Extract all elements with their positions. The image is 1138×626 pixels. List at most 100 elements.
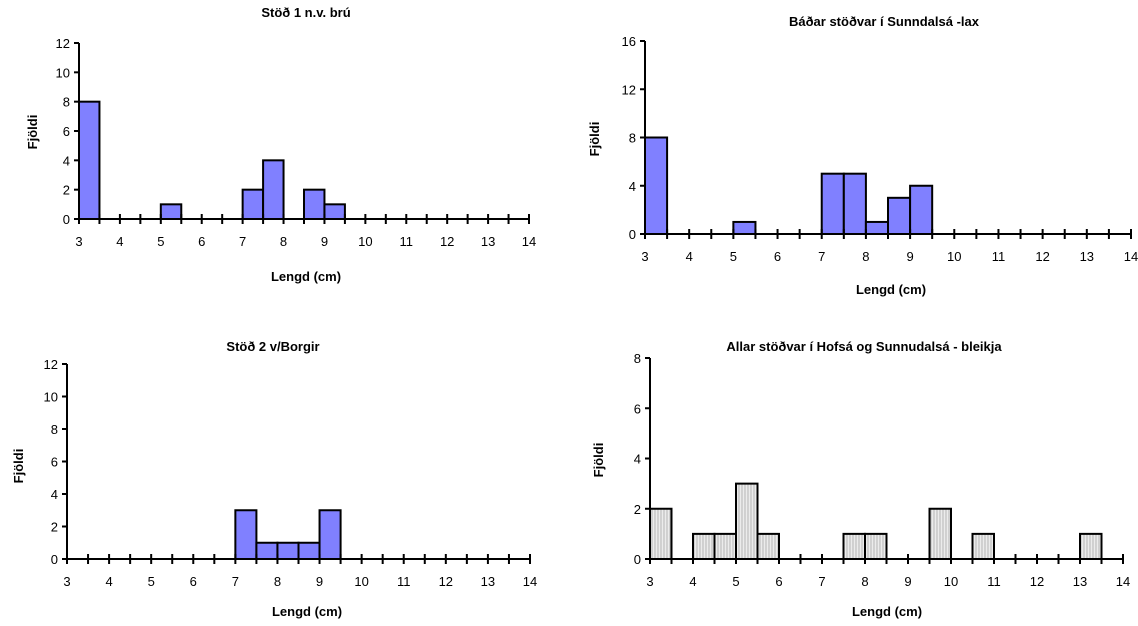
histogram-bar [318,509,342,560]
y-tick-label: 0 [51,552,58,567]
x-tick-label: 13 [481,234,495,249]
histogram-bar [820,172,845,235]
x-tick-label: 5 [730,249,737,264]
x-tick-label: 8 [274,574,281,589]
histogram-bar [842,532,866,560]
y-tick-label: 2 [51,520,58,535]
plot-area: 0 2 4 6 8 3 4 5 6 7 8 9 10 11 12 13 14 [634,351,1130,589]
x-tick-label: 3 [75,234,82,249]
x-tick-label: 4 [116,234,123,249]
x-tick-label: 5 [148,574,155,589]
x-tick-label: 14 [523,574,537,589]
histogram-bar [887,196,912,235]
histogram-bar [842,172,867,235]
x-tick-label: 7 [818,574,825,589]
plot-area: 0 2 4 6 8 10 12 3 4 5 6 7 8 9 10 11 12 13 14 [44,357,538,589]
x-axis-title: Lengd (cm) [856,282,926,297]
y-tick-label: 12 [56,36,70,51]
x-tick-label: 14 [1116,574,1130,589]
y-tick-label: 2 [63,183,70,198]
histogram-bar [692,532,716,560]
histogram-bar [297,541,321,560]
x-tick-label: 6 [774,249,781,264]
y-axis-title: Fjöldi [11,449,26,484]
y-tick-label: 8 [63,95,70,110]
x-tick-label: 5 [732,574,739,589]
x-tick-label: 7 [239,234,246,249]
y-tick-label: 4 [63,153,70,168]
x-tick-label: 13 [1080,249,1094,264]
y-axis-title: Fjöldi [587,122,602,157]
histogram-bar [732,220,757,235]
x-tick-label: 8 [862,249,869,264]
chart-panel-both-stations-salmon: Báðar stöðvar í Sunndalsá -lax 0 4 8 12 16 3 4… [587,14,1138,297]
x-tick-label: 13 [481,574,495,589]
chart-panel-station-2: Stöð 2 v/Borgir 0 2 4 6 8 10 12 3 4 5 6 7 8 9 10 11 12 13… [11,339,537,619]
y-tick-label: 2 [634,502,641,517]
x-tick-label: 12 [440,234,454,249]
y-tick-label: 10 [56,65,70,80]
y-axis-title: Fjöldi [591,443,606,478]
chart-title: Stöð 2 v/Borgir [226,339,319,354]
histogram-bar [234,509,258,560]
chart-title: Allar stöðvar í Hofsá og Sunnudalsá - bl… [726,339,1002,354]
chart-title: Báðar stöðvar í Sunndalsá -lax [789,14,980,29]
x-tick-label: 11 [992,249,1006,264]
x-tick-label: 9 [316,574,323,589]
x-tick-label: 12 [1030,574,1044,589]
chart-title: Stöð 1 n.v. brú [261,5,350,20]
histogram-bar [276,541,300,560]
y-tick-label: 6 [63,124,70,139]
histogram-bar [323,203,346,220]
y-tick-label: 0 [63,212,70,227]
x-tick-label: 9 [906,249,913,264]
histogram-bar [649,507,673,560]
histogram-bar [255,541,279,560]
histogram-bar [241,188,265,221]
plot-area: 0 2 4 6 8 10 12 3 4 5 6 7 8 9 10 11 12 13 14 [56,36,537,249]
y-tick-label: 6 [51,455,58,470]
histogram-bar [303,188,326,221]
y-tick-label: 4 [634,452,641,467]
x-tick-label: 5 [157,234,164,249]
y-tick-label: 12 [44,357,58,372]
x-tick-label: 11 [397,574,411,589]
x-tick-label: 11 [987,574,1001,589]
x-tick-label: 11 [400,234,414,249]
x-tick-label: 14 [1124,249,1138,264]
x-tick-label: 3 [63,574,70,589]
histogram-bar [713,532,737,560]
y-tick-label: 12 [622,82,636,97]
y-tick-label: 16 [622,34,636,49]
x-tick-label: 4 [105,574,112,589]
x-tick-label: 12 [1035,249,1049,264]
histogram-bar [262,159,285,220]
x-tick-label: 4 [686,249,693,264]
x-tick-label: 10 [944,574,958,589]
chart-panel-all-stations-char: Allar stöðvar í Hofsá og Sunnudalsá - bl… [591,339,1130,619]
x-tick-label: 12 [439,574,453,589]
histogram-bar [78,100,101,220]
histogram-bar [909,184,934,235]
x-axis-title: Lengd (cm) [271,269,341,284]
x-tick-label: 6 [190,574,197,589]
chart-panel-station-1: Stöð 1 n.v. brú 0 2 4 6 8 10 12 3 4 5 6 7 8 9 10 11 12 13… [25,5,536,284]
x-axis-title: Lengd (cm) [852,604,922,619]
x-tick-label: 8 [280,234,287,249]
x-axis-title: Lengd (cm) [272,604,342,619]
x-tick-label: 6 [775,574,782,589]
x-tick-label: 10 [354,574,368,589]
x-tick-label: 4 [689,574,696,589]
histogram-bar [864,220,890,235]
y-tick-label: 8 [51,422,58,437]
y-tick-label: 4 [629,179,636,194]
y-tick-label: 0 [629,227,636,242]
y-tick-label: 8 [634,351,641,366]
x-tick-label: 3 [641,249,648,264]
x-tick-label: 9 [904,574,911,589]
histogram-bar [735,482,759,560]
y-tick-label: 6 [634,401,641,416]
y-tick-label: 10 [44,390,58,405]
x-tick-label: 3 [646,574,653,589]
